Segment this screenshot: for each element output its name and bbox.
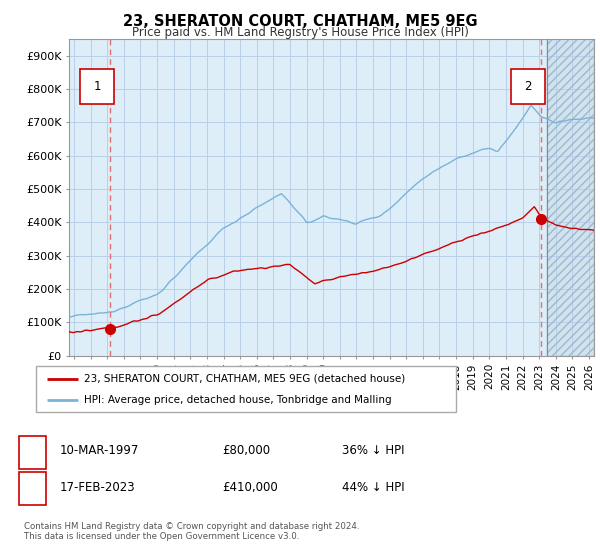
Text: 44% ↓ HPI: 44% ↓ HPI <box>342 480 404 494</box>
Text: £80,000: £80,000 <box>222 444 270 458</box>
Text: 23, SHERATON COURT, CHATHAM, ME5 9EG: 23, SHERATON COURT, CHATHAM, ME5 9EG <box>122 14 478 29</box>
Text: 17-FEB-2023: 17-FEB-2023 <box>60 480 136 494</box>
Text: 2: 2 <box>29 480 36 494</box>
Bar <box>547 39 594 356</box>
Text: 36% ↓ HPI: 36% ↓ HPI <box>342 444 404 458</box>
Text: 1: 1 <box>94 80 101 93</box>
Text: 23, SHERATON COURT, CHATHAM, ME5 9EG (detached house): 23, SHERATON COURT, CHATHAM, ME5 9EG (de… <box>85 374 406 384</box>
Text: 2: 2 <box>524 80 532 93</box>
Text: 10-MAR-1997: 10-MAR-1997 <box>60 444 139 458</box>
Text: Contains HM Land Registry data © Crown copyright and database right 2024.
This d: Contains HM Land Registry data © Crown c… <box>24 522 359 542</box>
Text: 1: 1 <box>29 444 36 458</box>
FancyBboxPatch shape <box>36 366 456 412</box>
FancyBboxPatch shape <box>511 69 545 104</box>
Text: Price paid vs. HM Land Registry's House Price Index (HPI): Price paid vs. HM Land Registry's House … <box>131 26 469 39</box>
Bar <box>547 39 594 356</box>
Bar <box>547 39 594 356</box>
Text: HPI: Average price, detached house, Tonbridge and Malling: HPI: Average price, detached house, Tonb… <box>85 395 392 405</box>
Text: £410,000: £410,000 <box>222 480 278 494</box>
FancyBboxPatch shape <box>80 69 115 104</box>
